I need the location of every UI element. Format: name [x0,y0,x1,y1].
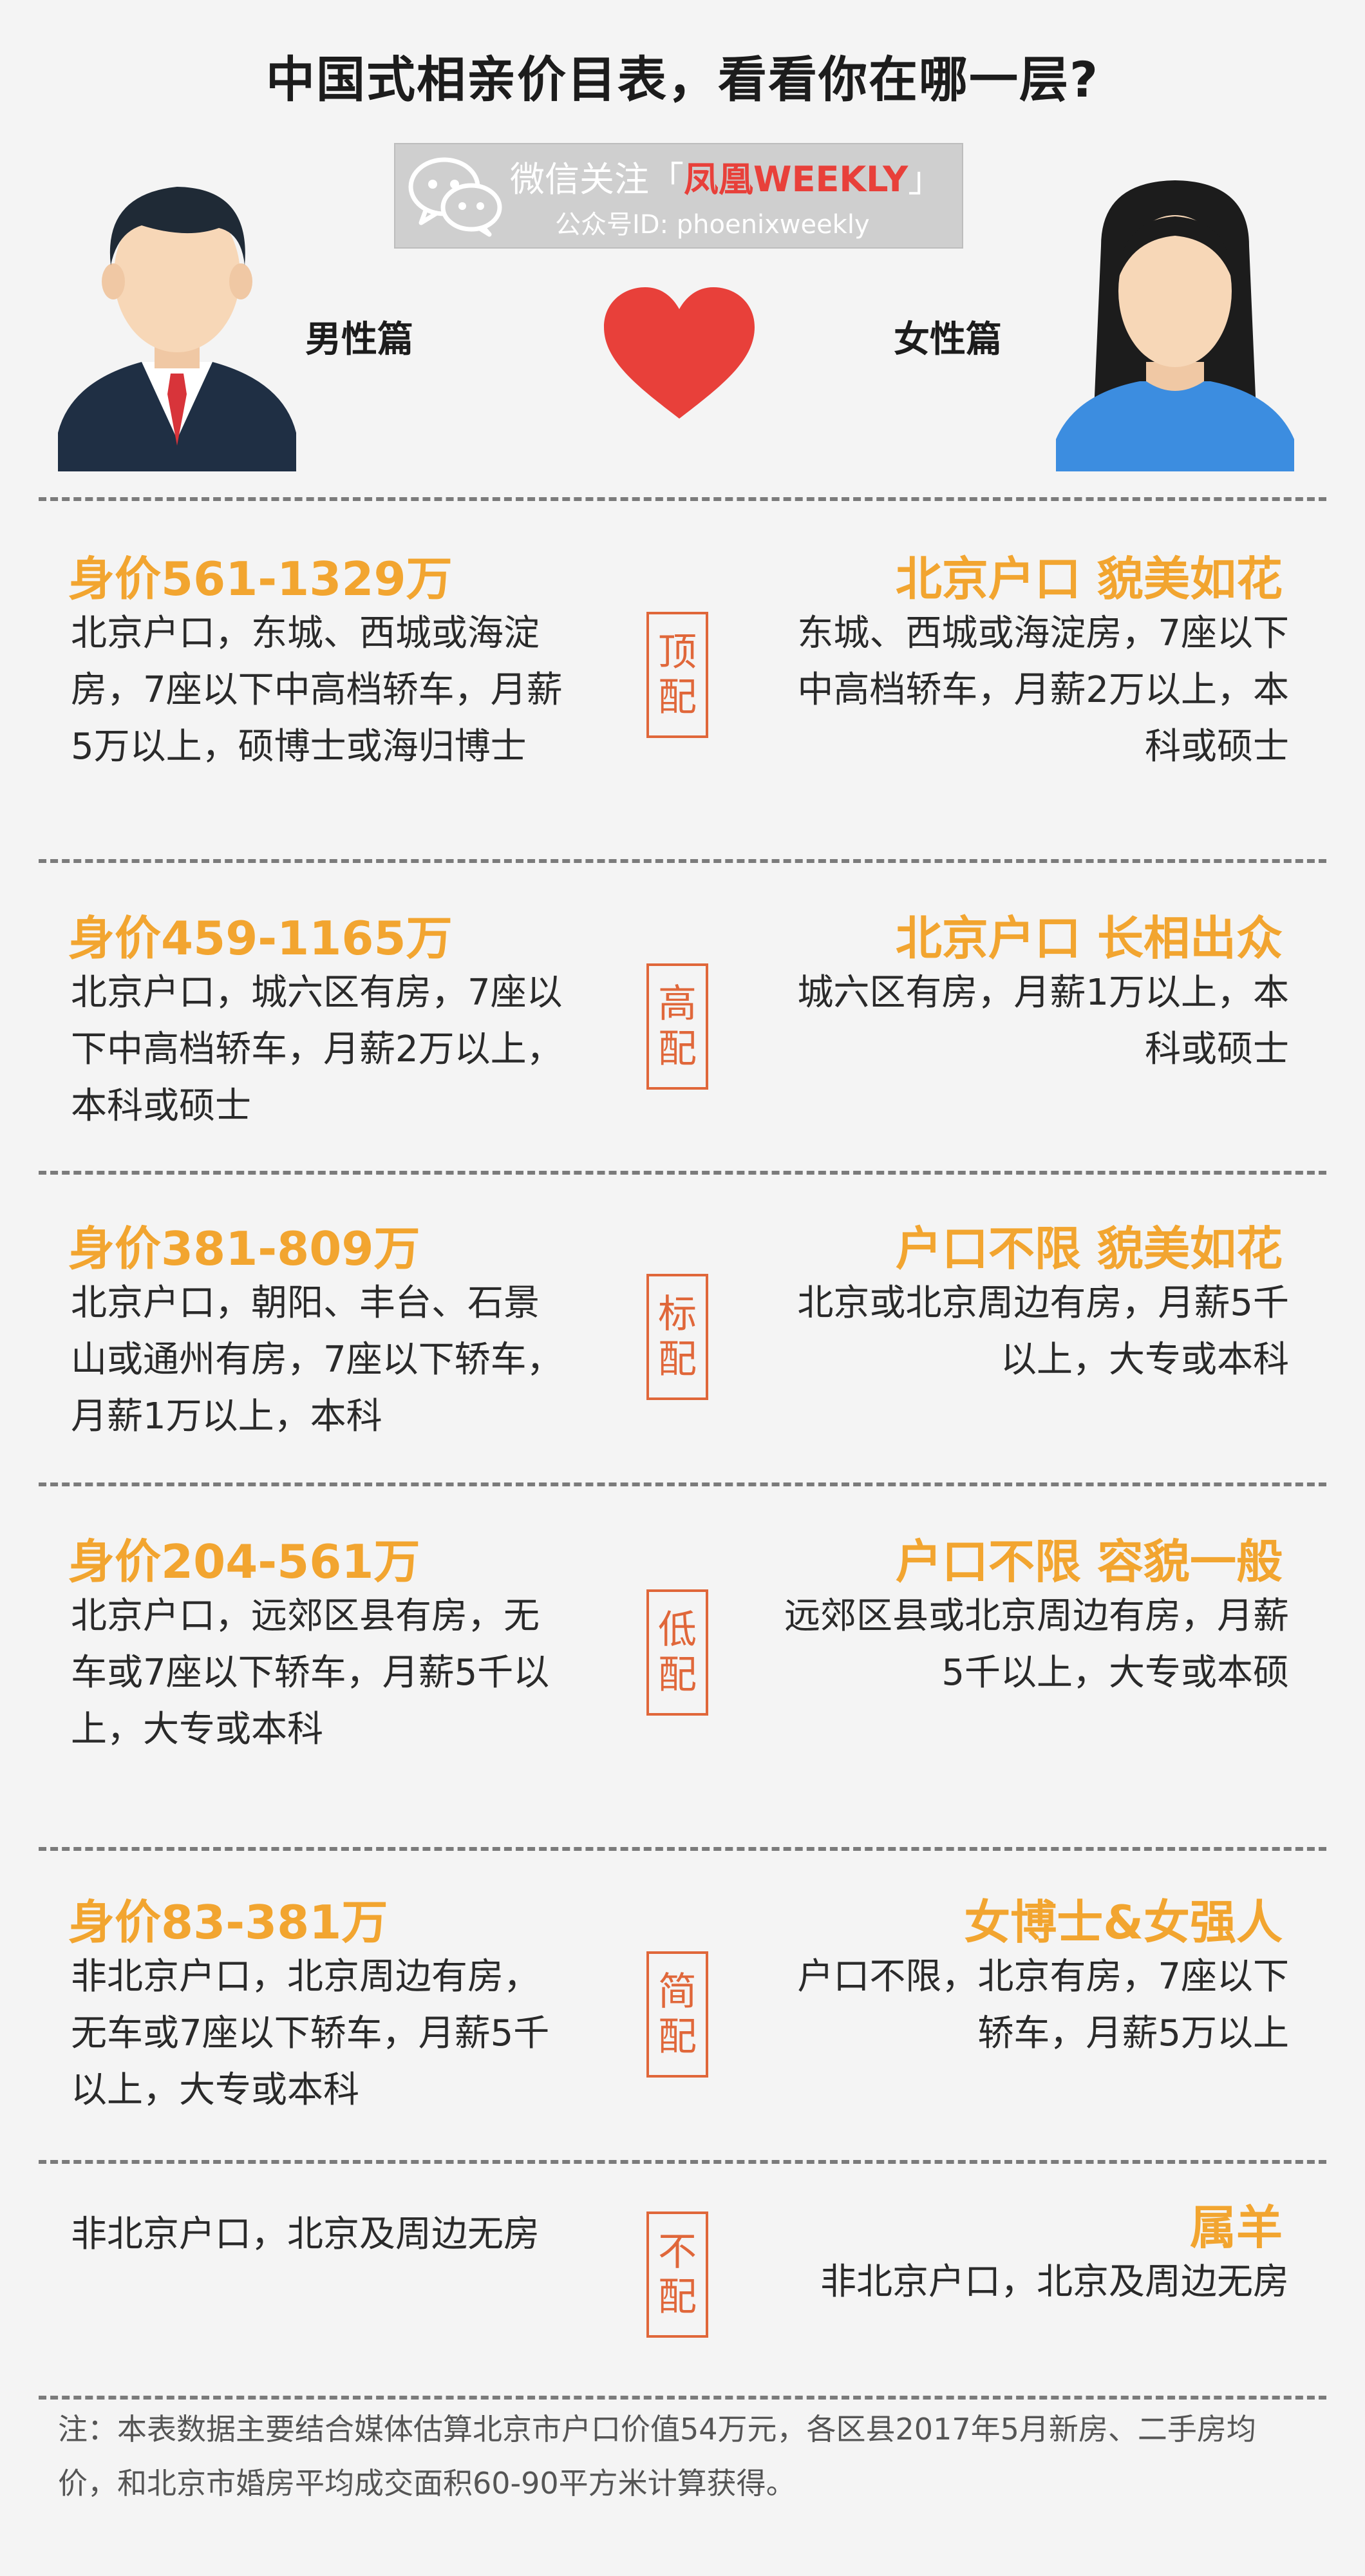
male-description: 北京户口，东城、西城或海淀房，7座以下中高档轿车，月薪5万以上，硕博士或海归博士 [71,612,563,768]
male-description: 北京户口，朝阳、丰台、石景山或通州有房，7座以下轿车，月薪1万以上，本科 [71,1282,563,1437]
tier-label: 高配 [658,981,697,1072]
male-section-label: 男性篇 [305,319,413,361]
wechat-banner: 微信关注「凤凰WEEKLY」 公众号ID: phoenixweekly [394,143,963,249]
female-description: 非北京户口，北京及周边无房 [820,2261,1289,2303]
page-title: 中国式相亲价目表，看看你在哪一层? [265,51,1100,108]
female-description: 北京或北京周边有房，月薪5千以上，大专或本科 [797,1282,1289,1381]
wechat-brand: 凤凰WEEKLY [684,159,908,200]
tier-badge: 不配 [646,2211,708,2338]
male-avatar-icon [58,187,296,471]
tier-badge: 高配 [646,963,708,1090]
tier-label: 简配 [658,1969,697,2060]
female-title: 女博士&女强人 [964,1895,1283,1949]
male-price: 身价381-809万 [68,1222,420,1276]
male-price: 身价83-381万 [68,1895,388,1949]
tier-badge: 标配 [646,1274,708,1400]
male-price: 身价561-1329万 [68,552,453,606]
female-title: 户口不限 貌美如花 [895,1222,1283,1276]
male-description: 非北京户口，北京周边有房，无车或7座以下轿车，月薪5千以上，大专或本科 [71,1956,550,2111]
wechat-account-id: 公众号ID: phoenixweekly [555,210,870,240]
tier-label: 顶配 [658,630,697,720]
footnote: 注：本表数据主要结合媒体估算北京市户口价值54万元，各区县2017年5月新房、二… [58,2412,1256,2501]
female-title: 北京户口 长相出众 [895,911,1283,965]
male-description: 北京户口，城六区有房，7座以下中高档轿车，月薪2万以上，本科或硕士 [71,972,563,1127]
row-divider [39,497,1326,501]
row-divider [39,2396,1326,2400]
male-description: 非北京户口，北京及周边无房 [71,2213,540,2255]
tier-label: 不配 [658,2230,697,2320]
row-divider [39,1171,1326,1175]
female-title: 属羊 [1189,2201,1283,2255]
female-title: 北京户口 貌美如花 [895,552,1283,606]
wechat-icon [408,157,502,237]
row-divider [39,1482,1326,1486]
female-description: 城六区有房，月薪1万以上，本科或硕士 [797,972,1289,1070]
female-title: 户口不限 容貌一般 [895,1535,1283,1589]
male-description: 北京户口，远郊区县有房，无车或7座以下轿车，月薪5千以上，大专或本科 [71,1595,550,1750]
female-description: 远郊区县或北京周边有房，月薪5千以上，大专或本硕 [784,1595,1289,1694]
tier-badge: 顶配 [646,612,708,738]
tier-badge: 低配 [646,1589,708,1716]
row-divider [39,859,1326,863]
female-avatar-icon [1056,180,1294,471]
wechat-follow-text: 微信关注「凤凰WEEKLY」 [510,159,943,200]
male-price: 身价204-561万 [68,1535,420,1589]
male-price: 身价459-1165万 [68,911,453,965]
row-divider [39,2160,1326,2164]
tier-label: 标配 [658,1292,697,1382]
female-section-label: 女性篇 [894,319,1002,361]
heart-icon [604,287,755,419]
female-description: 东城、西城或海淀房，7座以下中高档轿车，月薪2万以上，本科或硕士 [797,612,1289,768]
tier-badge: 简配 [646,1951,708,2078]
row-divider [39,1847,1326,1851]
tier-label: 低配 [658,1607,697,1698]
female-description: 户口不限，北京有房，7座以下轿车，月薪5万以上 [797,1956,1289,2054]
